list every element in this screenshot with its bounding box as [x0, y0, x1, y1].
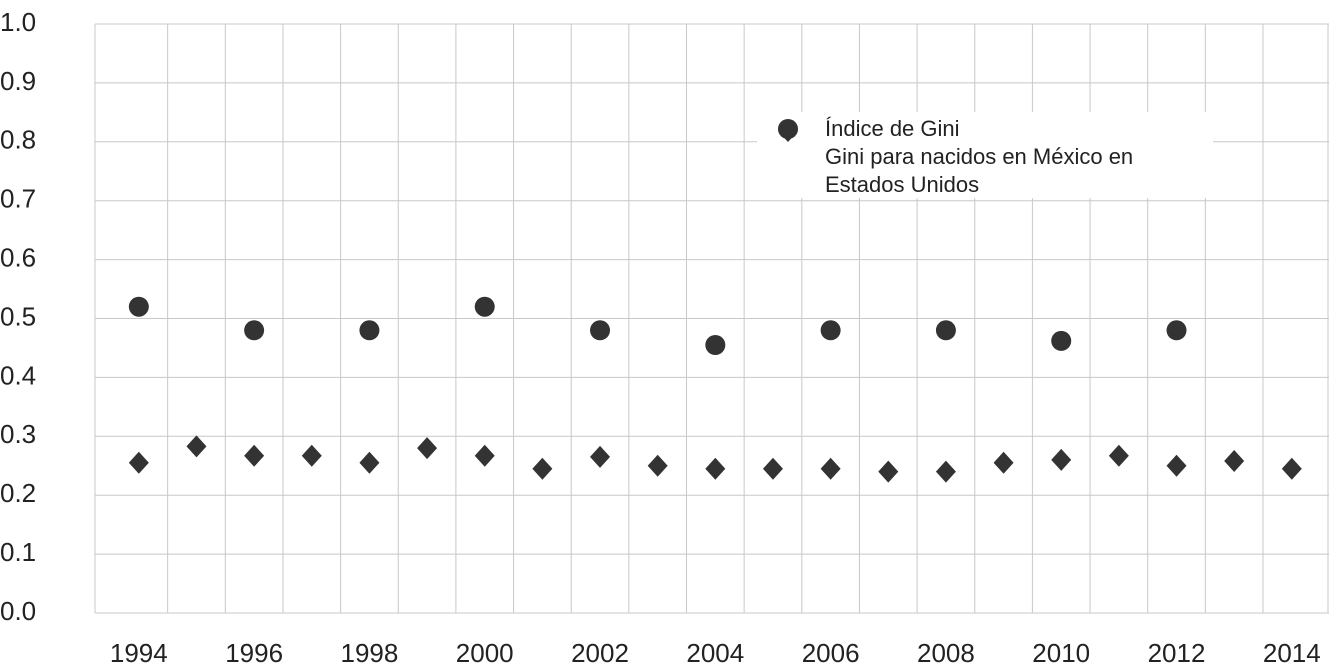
- point: [359, 320, 380, 341]
- point: [128, 296, 149, 317]
- point: [590, 445, 611, 468]
- point: [993, 451, 1014, 474]
- x-tick-label: 2012: [1148, 638, 1206, 668]
- point: [1224, 450, 1245, 473]
- x-tick-label: 2000: [456, 638, 514, 668]
- y-tick-label: 0.9: [0, 66, 36, 96]
- x-tick-label: 2004: [686, 638, 744, 668]
- x-tick-label: 1994: [110, 638, 168, 668]
- x-tick-label: 2002: [571, 638, 629, 668]
- point: [705, 457, 726, 480]
- point: [1166, 320, 1187, 341]
- point: [186, 435, 207, 458]
- y-tick-label: 0.3: [0, 419, 36, 449]
- point: [532, 457, 553, 480]
- y-tick-label: 0.5: [0, 301, 36, 331]
- point: [878, 460, 899, 483]
- legend-marker-diamond: [778, 120, 798, 142]
- x-tick-label: 1996: [225, 638, 283, 668]
- point: [820, 457, 841, 480]
- y-tick-label: 0.2: [0, 478, 36, 508]
- point: [128, 451, 149, 474]
- point: [1051, 448, 1072, 471]
- point: [820, 320, 841, 341]
- legend: Índice de Gini Gini para nacidos en Méxi…: [757, 112, 1213, 198]
- point: [417, 437, 438, 460]
- legend-label: Índice de Gini: [825, 116, 960, 141]
- point: [935, 460, 956, 483]
- y-tick-label: 0.0: [0, 596, 36, 626]
- x-tick-label: 2014: [1263, 638, 1321, 668]
- y-tick-label: 0.4: [0, 360, 36, 390]
- x-tick-label: 2010: [1032, 638, 1090, 668]
- point: [1108, 444, 1129, 467]
- legend-label: Gini para nacidos en México en Estados U…: [825, 144, 1134, 197]
- point: [474, 444, 495, 467]
- x-tick-label: 1998: [341, 638, 399, 668]
- point: [301, 444, 322, 467]
- y-tick-label: 0.7: [0, 184, 36, 214]
- point: [762, 457, 783, 480]
- y-tick-label: 0.6: [0, 242, 36, 272]
- x-tick-label: 2008: [917, 638, 975, 668]
- y-tick-label: 1.0: [0, 7, 36, 37]
- point: [244, 320, 265, 341]
- point: [1281, 457, 1302, 480]
- point: [474, 296, 495, 317]
- point: [359, 451, 380, 474]
- point: [244, 444, 265, 467]
- point: [1166, 454, 1187, 477]
- legend-markers: [778, 119, 798, 142]
- x-tick-label: 2006: [802, 638, 860, 668]
- point: [705, 335, 726, 356]
- y-tick-label: 0.1: [0, 537, 36, 567]
- point: [935, 320, 956, 341]
- point: [590, 320, 611, 341]
- point: [1051, 330, 1072, 351]
- point: [647, 454, 668, 477]
- y-tick-label: 0.8: [0, 125, 36, 155]
